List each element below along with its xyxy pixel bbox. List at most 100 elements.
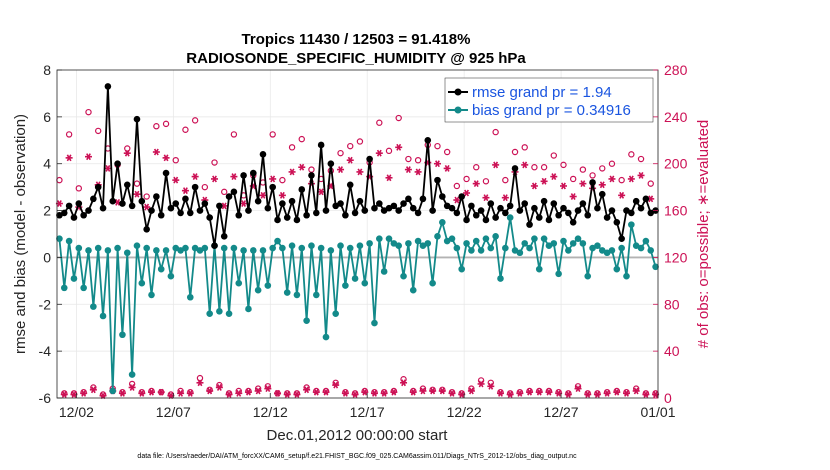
obs-evaluated-marker [138, 389, 146, 397]
obs-possible-marker [124, 145, 131, 152]
obs-evaluated-marker [235, 389, 243, 397]
obs-possible-marker [376, 119, 383, 126]
bias-point [569, 240, 577, 247]
bias-point [623, 272, 630, 280]
rmse-point [458, 193, 466, 200]
obs-possible-marker [453, 182, 461, 190]
bias-point [56, 235, 63, 242]
obs-possible-marker [579, 166, 587, 173]
bias-point [90, 303, 97, 310]
bias-point [560, 237, 567, 245]
bias-point [652, 263, 659, 271]
obs-possible-marker [569, 175, 577, 183]
bias-point [332, 310, 339, 317]
obs-evaluated-marker [632, 387, 640, 395]
rmse-point [201, 200, 209, 207]
rmse-point [482, 216, 490, 224]
bias-point [385, 235, 393, 242]
data-file-footnote: data file: /Users/raeder/DAI/ATM_forcXX/… [137, 453, 577, 460]
rmse-point [637, 204, 645, 212]
y-tick-label-left: 0 [43, 249, 51, 265]
rmse-point [65, 202, 73, 210]
bias-point [182, 244, 189, 252]
obs-evaluated-marker [317, 188, 325, 196]
obs-evaluated-marker [618, 191, 626, 199]
obs-possible-marker [385, 147, 393, 155]
rmse-point [390, 202, 398, 210]
obs-evaluated-marker [622, 389, 630, 397]
obs-evaluated-marker [123, 149, 131, 157]
bias-point [463, 240, 470, 247]
plot-frame [56, 69, 659, 399]
rmse-point [172, 200, 180, 207]
bias-point [94, 244, 102, 252]
bias-point [594, 242, 601, 250]
rmse-point [186, 209, 194, 217]
bias-point [254, 286, 262, 294]
rmse-point [167, 204, 175, 212]
obs-possible-marker [550, 152, 557, 159]
obs-possible-marker [337, 149, 344, 157]
chart-title-line1: Tropics 11430 / 12503 = 91.418% [242, 31, 471, 48]
bias-point [293, 291, 301, 299]
bias-point [361, 279, 369, 287]
obs-evaluated-marker [181, 187, 189, 195]
obs-evaluated-marker [608, 175, 616, 183]
rmse-point [511, 165, 519, 172]
obs-evaluated-marker [162, 154, 170, 162]
bias-point [216, 308, 223, 315]
obs-evaluated-marker [351, 391, 359, 398]
obs-possible-marker [463, 175, 470, 183]
rmse-point [463, 216, 470, 224]
x-tick-label: 12/27 [544, 404, 579, 420]
obs-possible-marker [443, 148, 451, 156]
rmse-point [409, 204, 417, 212]
obs-evaluated-marker [419, 387, 427, 395]
rmse-point [220, 233, 228, 240]
rmse-point [516, 207, 524, 214]
bias-point [468, 247, 475, 254]
rmse-point [259, 151, 267, 158]
bias-point [128, 371, 136, 378]
obs-evaluated-marker [196, 379, 204, 387]
bias-point [618, 244, 625, 252]
bias-point [308, 242, 315, 250]
rmse-point [94, 183, 102, 191]
rmse-point [337, 200, 344, 207]
rmse-point [414, 209, 422, 217]
bias-point [502, 244, 509, 252]
obs-evaluated-marker [341, 389, 349, 397]
obs-evaluated-marker [118, 389, 126, 397]
obs-evaluated-marker [477, 380, 485, 388]
obs-evaluated-marker [264, 385, 272, 393]
bias-point [138, 279, 146, 287]
bias-point [424, 240, 432, 247]
rmse-point [230, 188, 238, 196]
obs-possible-marker [414, 156, 422, 164]
obs-possible-marker [211, 159, 218, 166]
obs-evaluated-marker [85, 153, 93, 161]
bias-point [109, 387, 117, 395]
bias-point [249, 247, 257, 254]
obs-evaluated-marker [244, 388, 252, 396]
rmse-point [545, 216, 553, 224]
obs-possible-marker [511, 148, 519, 156]
rmse-point [521, 200, 529, 207]
bias-series-line [58, 216, 657, 392]
rmse-point [453, 209, 461, 217]
obs-evaluated-marker [143, 203, 151, 211]
obs-possible-marker [628, 151, 635, 158]
bias-point [70, 275, 78, 282]
obs-evaluated-marker [433, 160, 441, 168]
obs-evaluated-marker [482, 194, 490, 202]
bias-point [303, 317, 310, 324]
bias-point [540, 235, 548, 242]
obs-evaluated-marker [487, 382, 495, 390]
bias-point [148, 291, 155, 299]
rmse-point [177, 209, 184, 217]
rmse-point [506, 202, 514, 210]
rmse-point [80, 211, 87, 219]
rmse-point [472, 211, 480, 219]
bias-point [439, 218, 446, 226]
bias-point [225, 310, 233, 317]
